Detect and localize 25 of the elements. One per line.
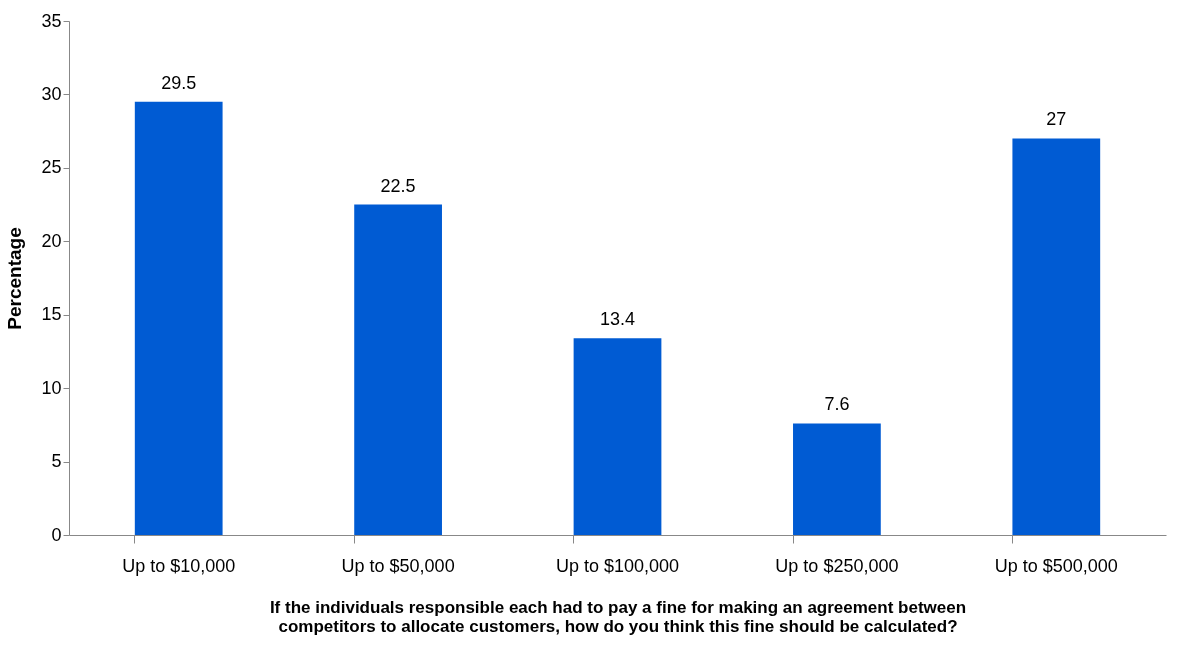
data-label: 22.5 <box>380 175 416 196</box>
y-axis-title: Percentage <box>4 227 26 330</box>
bar <box>1012 138 1101 535</box>
y-tick-label: 35 <box>41 10 62 31</box>
x-tick-label: Up to $500,000 <box>994 555 1118 576</box>
y-tick-label: 5 <box>51 451 62 472</box>
y-tick-label: 25 <box>41 157 62 178</box>
x-tick-label: Up to $10,000 <box>122 555 236 576</box>
x-tick-label: Up to $50,000 <box>341 555 455 576</box>
y-tick-label: 30 <box>41 83 62 104</box>
bar <box>134 101 223 535</box>
data-label: 29.5 <box>161 72 197 93</box>
y-tick-label: 10 <box>41 377 62 398</box>
x-tick-label: Up to $100,000 <box>555 555 680 576</box>
data-label: 7.6 <box>824 394 850 415</box>
x-axis-title: If the individuals responsible each had to pay a fine for making an agreement between competitors to allocate customers, how do you think this fine should be calculated? <box>269 597 967 636</box>
y-tick-label: 20 <box>41 230 62 251</box>
y-tick-label: 15 <box>41 304 62 325</box>
x-tick-label: Up to $250,000 <box>775 555 899 576</box>
data-label: 27 <box>1046 109 1067 130</box>
data-label: 13.4 <box>599 309 636 330</box>
bar <box>573 338 662 535</box>
bar <box>793 423 881 535</box>
bar <box>354 204 442 535</box>
y-tick-label: 0 <box>51 524 62 545</box>
